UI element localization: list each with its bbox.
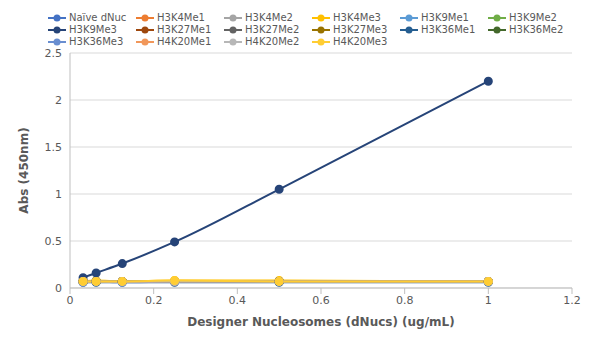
html-text:H3K27Me2: H3K27Me2 <box>245 24 300 35</box>
svg-text:2.5: 2.5 <box>45 47 63 60</box>
svg-text:Abs (450nm): Abs (450nm) <box>17 127 31 213</box>
html-text:H3K27Me3: H3K27Me3 <box>333 24 388 35</box>
html-text:H4K20Me1: H4K20Me1 <box>157 36 212 47</box>
svg-text:1: 1 <box>55 188 62 201</box>
html-text:H3K4Me3: H3K4Me3 <box>333 12 381 23</box>
svg-text:0: 0 <box>67 294 74 307</box>
svg-text:1.5: 1.5 <box>45 141 63 154</box>
html-text:H3K9Me2: H3K9Me2 <box>509 12 557 23</box>
svg-text:0.5: 0.5 <box>45 235 63 248</box>
svg-text:Designer Nucleosomes (dNucs) (: Designer Nucleosomes (dNucs) (ug/mL) <box>187 315 454 329</box>
html-text:Naïve dNuc: Naïve dNuc <box>69 12 127 23</box>
html-text:H3K4Me1: H3K4Me1 <box>157 12 205 23</box>
svg-text:0.2: 0.2 <box>145 294 163 307</box>
html-text:H3K9Me3: H3K9Me3 <box>69 24 117 35</box>
html-text:H4K20Me2: H4K20Me2 <box>245 36 300 47</box>
svg-text:1: 1 <box>485 294 492 307</box>
svg-text:0.6: 0.6 <box>312 294 330 307</box>
svg-text:0.8: 0.8 <box>396 294 414 307</box>
html-text:H3K36Me2: H3K36Me2 <box>509 24 564 35</box>
html-text:H3K4Me2: H3K4Me2 <box>245 12 293 23</box>
html-text:H3K36Me3: H3K36Me3 <box>69 36 124 47</box>
svg-text:0: 0 <box>55 282 62 295</box>
html-text:H3K27Me1: H3K27Me1 <box>157 24 212 35</box>
svg-text:2: 2 <box>55 94 62 107</box>
html-text:H3K9Me1: H3K9Me1 <box>421 12 469 23</box>
html-text:H3K36Me1: H3K36Me1 <box>421 24 476 35</box>
svg-text:1.2: 1.2 <box>563 294 581 307</box>
html-text:H4K20Me3: H4K20Me3 <box>333 36 388 47</box>
svg-text:0.4: 0.4 <box>229 294 247 307</box>
